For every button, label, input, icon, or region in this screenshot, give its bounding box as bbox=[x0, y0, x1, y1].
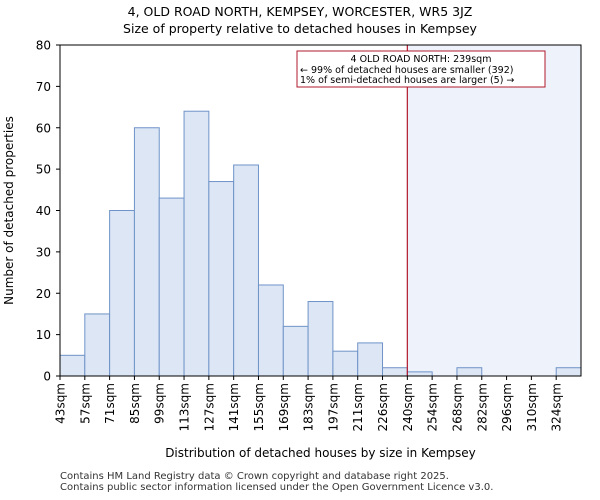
x-tick-label: 99sqm bbox=[153, 383, 167, 424]
y-tick-label: 60 bbox=[36, 121, 51, 135]
histogram-bar bbox=[332, 350, 359, 377]
histogram-bar bbox=[307, 301, 334, 377]
annotation-line-3: 1% of semi-detached houses are larger (5… bbox=[300, 75, 514, 86]
x-tick-label: 127sqm bbox=[202, 383, 216, 431]
histogram-bar bbox=[59, 354, 86, 377]
histogram-bar bbox=[233, 164, 259, 377]
y-tick-label: 30 bbox=[36, 245, 51, 259]
x-tick-label: 197sqm bbox=[326, 383, 340, 431]
x-tick-label: 310sqm bbox=[525, 383, 539, 431]
x-tick-label: 296sqm bbox=[500, 383, 514, 431]
x-tick-label: 324sqm bbox=[550, 383, 564, 431]
y-tick-label: 0 bbox=[43, 370, 51, 384]
y-axis-label: Number of detached properties bbox=[2, 116, 16, 305]
histogram-bar bbox=[282, 325, 309, 377]
x-tick-label: 85sqm bbox=[128, 383, 142, 424]
x-tick-label: 71sqm bbox=[103, 383, 117, 424]
histogram-bar bbox=[158, 197, 185, 377]
x-tick-label: 183sqm bbox=[302, 383, 316, 431]
x-tick-label: 226sqm bbox=[376, 383, 390, 431]
x-axis-label: Distribution of detached houses by size … bbox=[165, 446, 476, 460]
attribution-footer: Contains HM Land Registry data © Crown c… bbox=[60, 471, 493, 493]
annotation-frame bbox=[296, 50, 546, 88]
y-tick-label: 20 bbox=[36, 287, 51, 301]
histogram-bar bbox=[133, 127, 160, 377]
histogram-bar bbox=[406, 371, 433, 377]
chart-subtitle: Size of property relative to detached ho… bbox=[123, 21, 477, 36]
x-tick-label: 282sqm bbox=[475, 383, 489, 431]
y-tick-label: 50 bbox=[36, 163, 51, 177]
footer-line-2: Contains public sector information licen… bbox=[60, 482, 494, 493]
x-tick-label: 113sqm bbox=[178, 383, 192, 431]
larger-properties-shading bbox=[407, 45, 581, 376]
x-tick-label: 43sqm bbox=[54, 383, 68, 424]
histogram-bar bbox=[208, 181, 235, 377]
histogram-bar bbox=[183, 110, 210, 377]
histogram-bar bbox=[84, 313, 111, 377]
x-tick-label: 254sqm bbox=[426, 383, 440, 431]
annotation-line-1: 4 OLD ROAD NORTH: 239sqm bbox=[351, 54, 492, 65]
x-tick-label: 169sqm bbox=[277, 383, 291, 431]
histogram-bar bbox=[257, 284, 284, 377]
x-tick-label: 268sqm bbox=[450, 383, 464, 431]
chart-title: 4, OLD ROAD NORTH, KEMPSEY, WORCESTER, W… bbox=[127, 4, 473, 19]
y-tick-label: 80 bbox=[36, 39, 51, 53]
x-tick-label: 141sqm bbox=[227, 383, 241, 431]
y-tick-label: 10 bbox=[36, 328, 51, 342]
histogram-bar bbox=[357, 342, 384, 377]
footer-line-1: Contains HM Land Registry data © Crown c… bbox=[60, 471, 449, 482]
histogram-bar bbox=[456, 367, 483, 377]
x-tick-label: 57sqm bbox=[78, 383, 92, 424]
x-tick-label: 155sqm bbox=[252, 383, 266, 431]
y-tick-label: 70 bbox=[36, 80, 51, 94]
histogram-bar bbox=[382, 367, 408, 377]
histogram-bar bbox=[555, 367, 582, 377]
y-tick-label: 40 bbox=[36, 204, 51, 218]
x-tick-label: 240sqm bbox=[401, 383, 415, 431]
x-tick-label: 211sqm bbox=[351, 383, 365, 431]
histogram-bar bbox=[109, 210, 135, 377]
annotation-box: 4 OLD ROAD NORTH: 239sqm ← 99% of detach… bbox=[296, 50, 546, 88]
annotation-line-2: ← 99% of detached houses are smaller (39… bbox=[300, 65, 513, 76]
